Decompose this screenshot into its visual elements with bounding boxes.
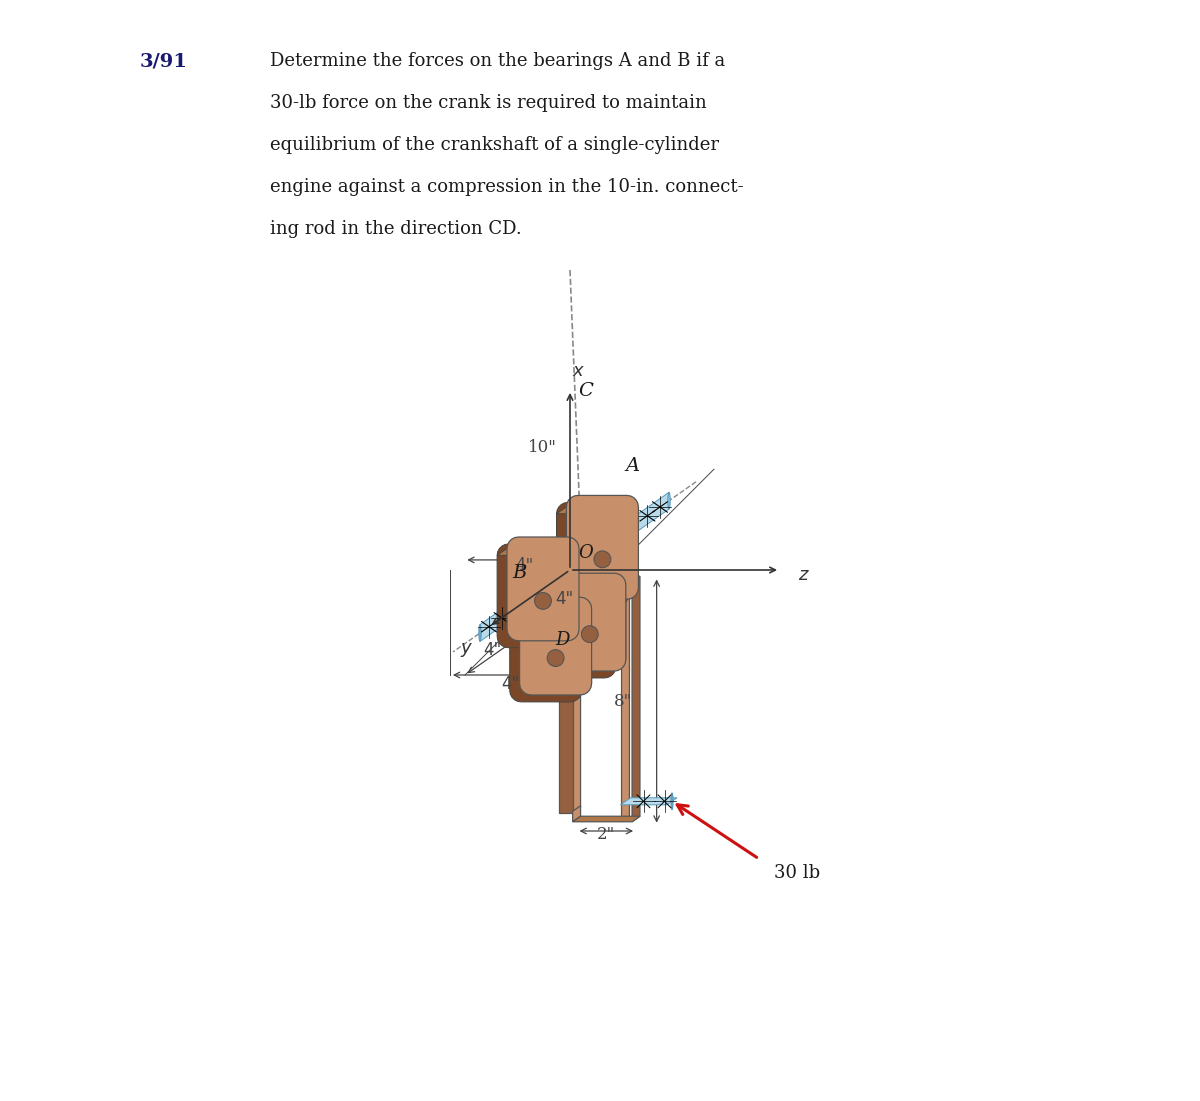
Text: 2": 2" [598, 826, 616, 843]
Ellipse shape [667, 492, 671, 509]
Text: D: D [556, 631, 570, 648]
Polygon shape [510, 609, 592, 615]
Text: z: z [798, 566, 808, 584]
Ellipse shape [547, 650, 564, 666]
Polygon shape [629, 506, 638, 595]
Text: C: C [578, 382, 593, 400]
Polygon shape [572, 806, 581, 821]
Polygon shape [557, 502, 629, 607]
Polygon shape [569, 548, 580, 636]
Polygon shape [497, 548, 580, 555]
Text: equilibrium of the crankshaft of a single-cylinder: equilibrium of the crankshaft of a singl… [270, 137, 719, 154]
Polygon shape [510, 604, 582, 702]
Text: 30-lb force on the crank is required to maintain: 30-lb force on the crank is required to … [270, 94, 707, 112]
Polygon shape [508, 537, 580, 641]
Polygon shape [582, 609, 592, 690]
Polygon shape [553, 574, 626, 671]
Text: Determine the forces on the bearings A and B if a: Determine the forces on the bearings A a… [270, 52, 725, 70]
Text: B: B [512, 564, 527, 581]
Text: 3/91: 3/91 [140, 52, 188, 70]
Polygon shape [572, 567, 581, 813]
Text: O: O [578, 544, 593, 562]
Polygon shape [559, 573, 572, 813]
Polygon shape [566, 495, 638, 599]
Polygon shape [544, 580, 616, 678]
Polygon shape [559, 567, 581, 573]
Polygon shape [622, 576, 630, 821]
Polygon shape [480, 580, 542, 642]
Polygon shape [616, 585, 626, 666]
Polygon shape [557, 506, 638, 514]
Ellipse shape [535, 592, 552, 609]
Text: 10": 10" [528, 439, 557, 457]
Polygon shape [602, 492, 670, 556]
Polygon shape [520, 597, 592, 695]
Ellipse shape [542, 580, 545, 598]
Ellipse shape [479, 624, 481, 642]
Ellipse shape [594, 550, 611, 568]
Text: 4": 4" [500, 675, 520, 693]
Ellipse shape [671, 793, 673, 809]
Polygon shape [497, 544, 569, 647]
Text: A: A [625, 457, 640, 476]
Text: engine against a compression in the 10-in. connect-: engine against a compression in the 10-i… [270, 178, 744, 196]
Ellipse shape [601, 538, 604, 556]
Polygon shape [572, 816, 640, 821]
Polygon shape [632, 576, 640, 821]
Polygon shape [620, 798, 677, 805]
Ellipse shape [581, 625, 598, 643]
Text: 4": 4" [515, 557, 534, 574]
Polygon shape [622, 576, 640, 581]
Text: x: x [572, 362, 583, 380]
Polygon shape [544, 585, 626, 591]
Text: 8": 8" [613, 693, 631, 709]
Text: 4": 4" [554, 590, 574, 609]
Text: ing rod in the direction CD.: ing rod in the direction CD. [270, 220, 522, 238]
Text: 4": 4" [482, 641, 502, 658]
Text: 30 lb: 30 lb [774, 864, 820, 882]
Text: y: y [461, 639, 470, 656]
